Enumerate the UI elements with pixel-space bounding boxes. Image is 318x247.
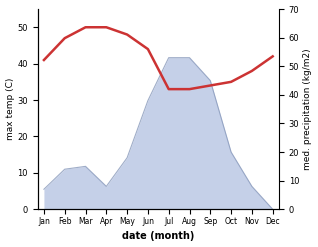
- Y-axis label: max temp (C): max temp (C): [5, 78, 15, 140]
- Y-axis label: med. precipitation (kg/m2): med. precipitation (kg/m2): [303, 48, 313, 170]
- X-axis label: date (month): date (month): [122, 231, 195, 242]
